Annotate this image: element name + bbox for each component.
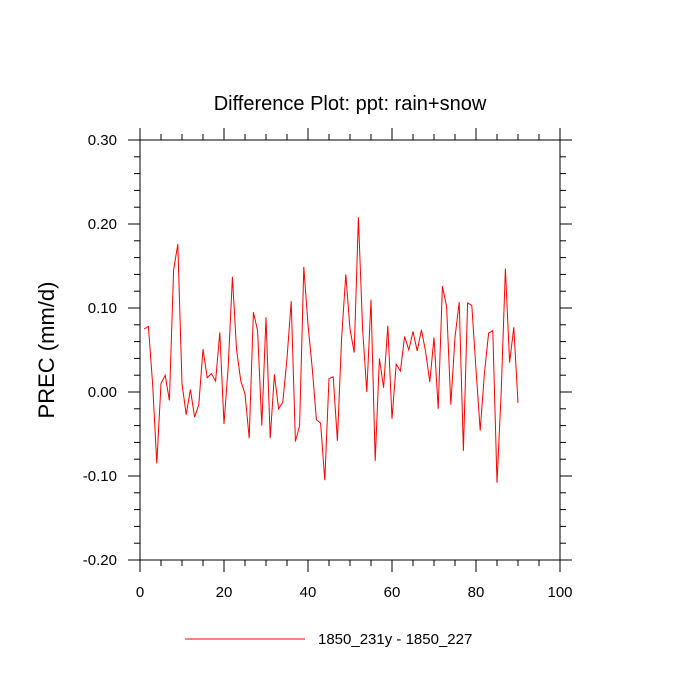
y-tick-label: 0.00 <box>88 384 117 401</box>
x-tick-label: 0 <box>136 584 144 601</box>
y-tick-label: -0.20 <box>83 552 117 569</box>
x-tick-label: 60 <box>384 584 401 601</box>
series-line <box>143 217 519 483</box>
legend-label: 1850_231y - 1850_227 <box>318 631 472 648</box>
x-tick-label: 20 <box>216 584 233 601</box>
axis-ticks <box>128 128 572 572</box>
x-tick-label: 100 <box>547 584 572 601</box>
tick-labels: 0 20 40 60 80 100 -0.20 -0.10 0.00 0.10 0.20 0.30 <box>83 132 573 601</box>
legend: 1850_231y - 1850_227 <box>185 631 472 648</box>
y-tick-label: 0.20 <box>88 216 117 233</box>
x-tick-label: 80 <box>468 584 485 601</box>
y-axis-label: PREC (mm/d) <box>34 282 59 419</box>
chart-title: Difference Plot: ppt: rain+snow <box>214 93 487 115</box>
y-tick-label: 0.30 <box>88 132 117 149</box>
x-tick-label: 40 <box>300 584 317 601</box>
y-tick-label: 0.10 <box>88 300 117 317</box>
y-tick-label: -0.10 <box>83 468 117 485</box>
